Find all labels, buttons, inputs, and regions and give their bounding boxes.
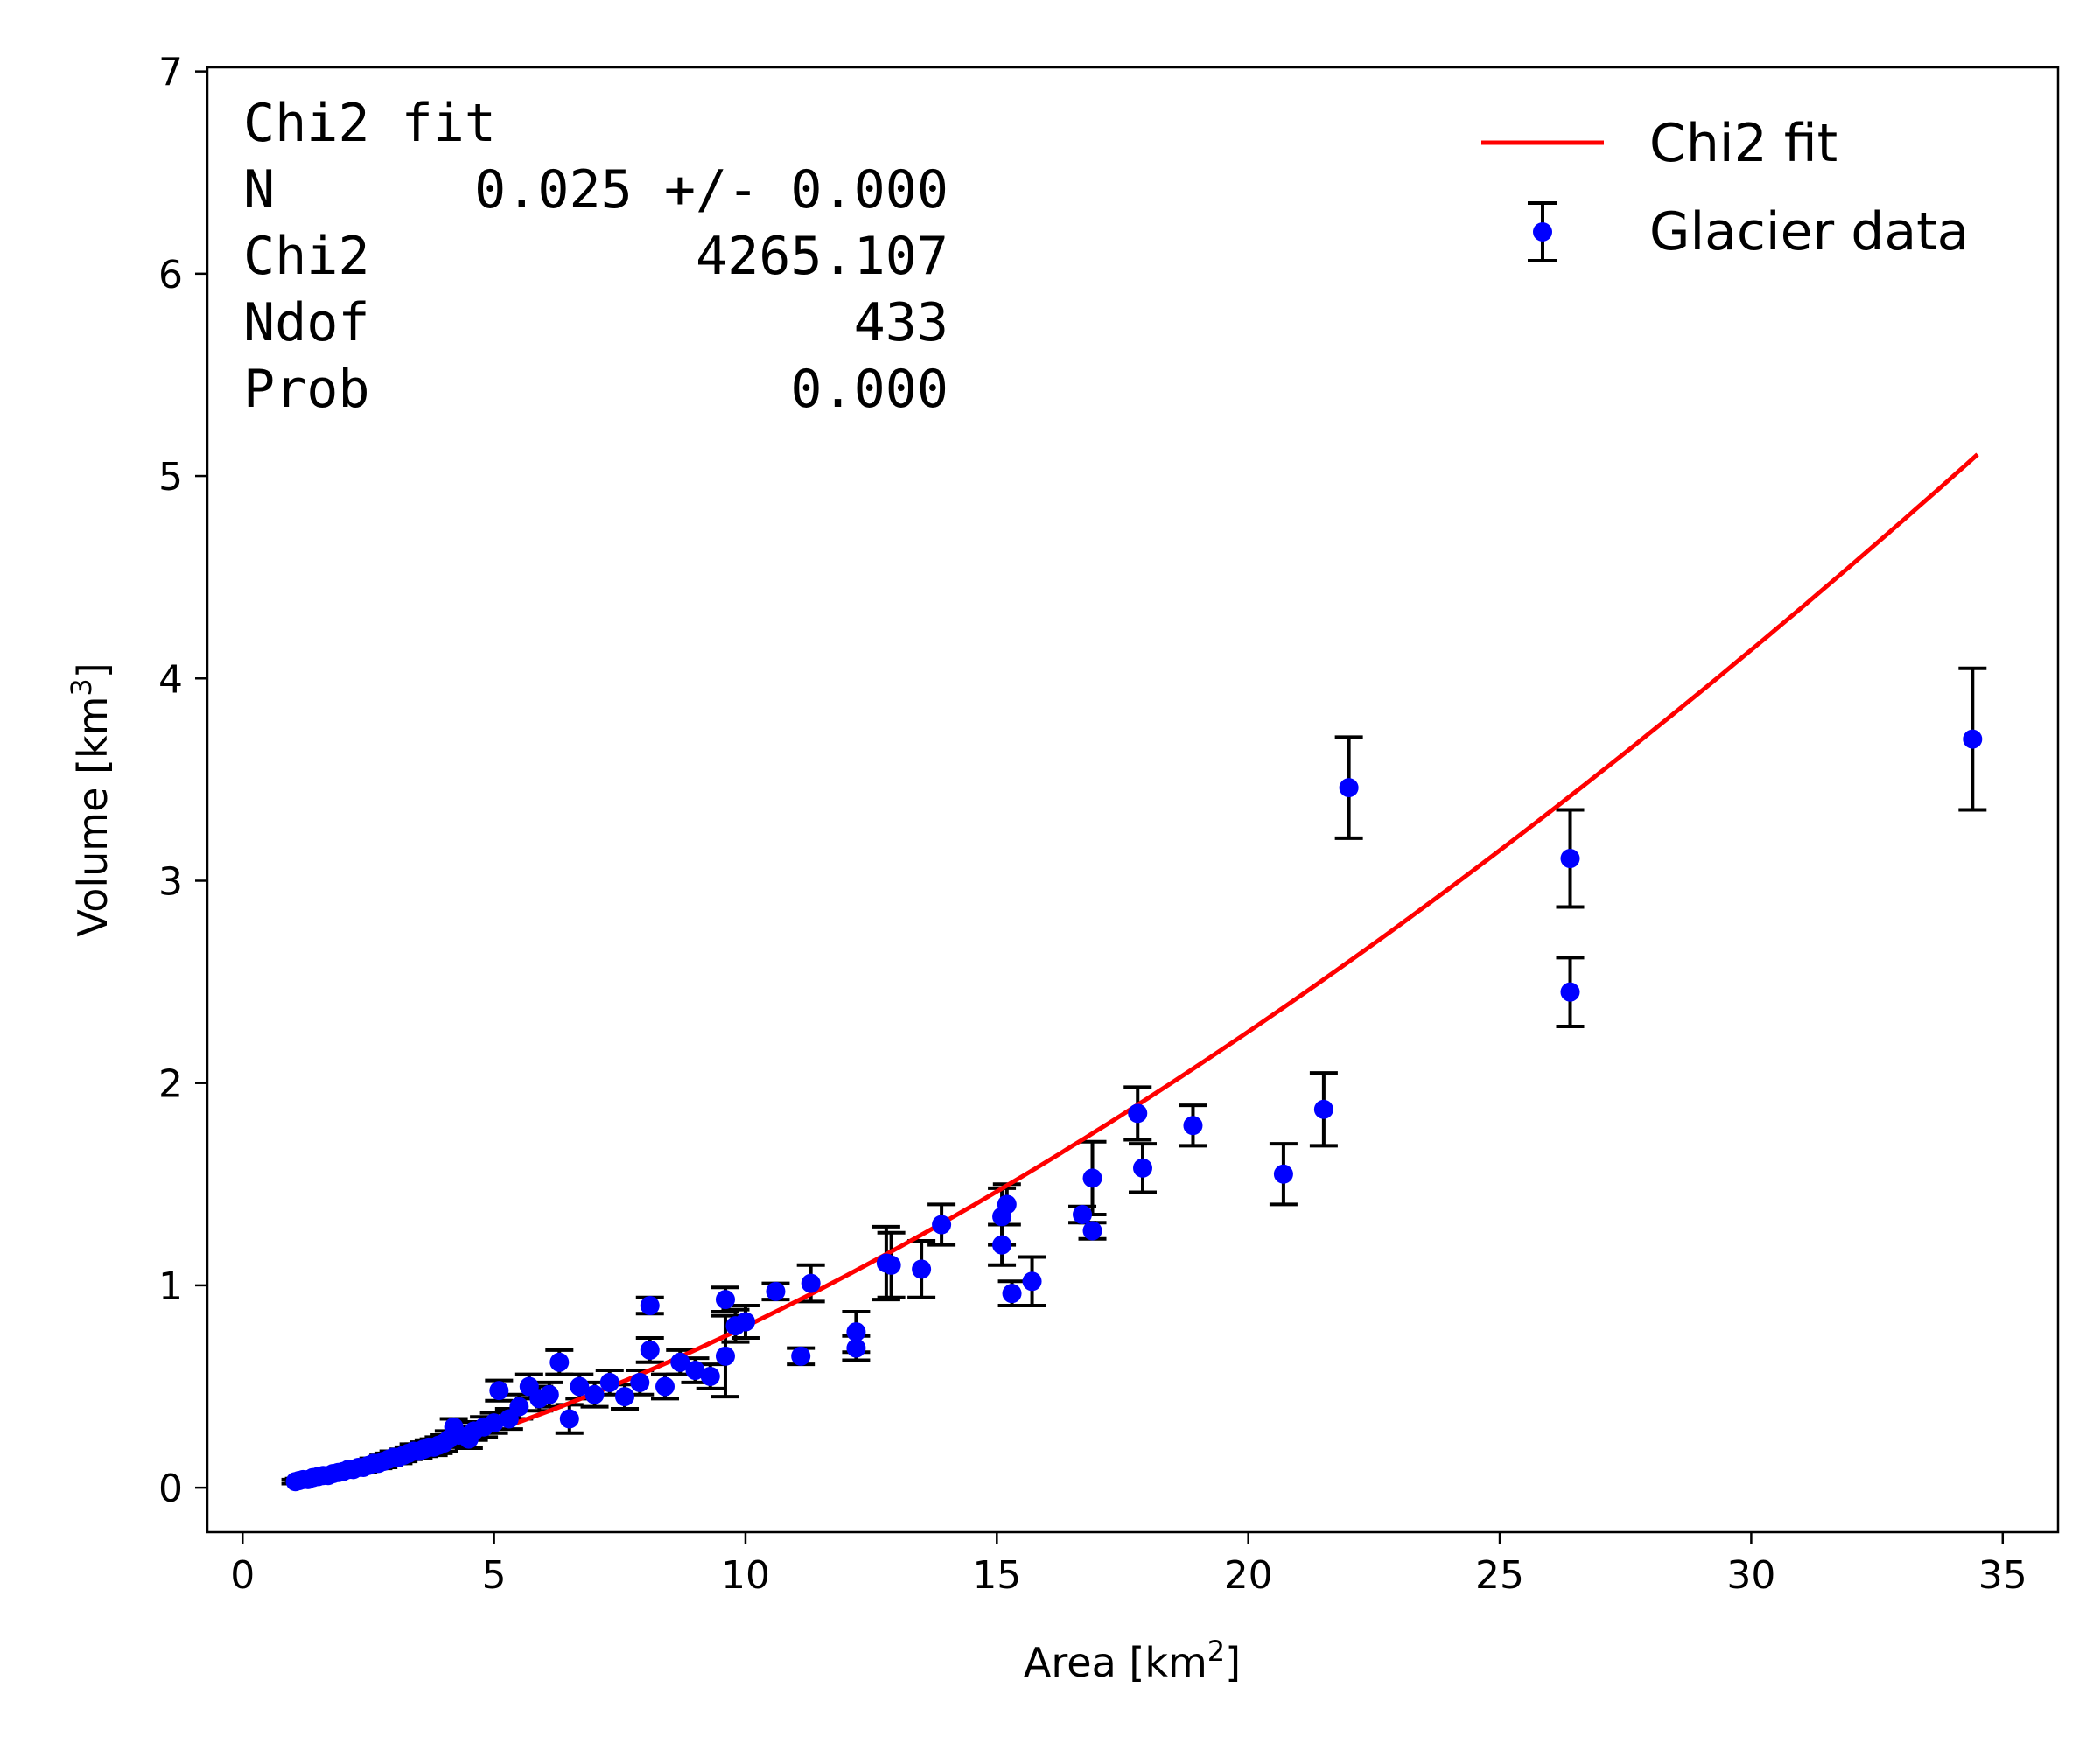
- fit-row-value: 0.025 +/- 0.000: [474, 159, 948, 220]
- y-tick-label: 5: [158, 455, 183, 500]
- data-point: [715, 1346, 735, 1366]
- x-tick-label: 25: [1475, 1553, 1524, 1598]
- plot-frame: [206, 66, 2060, 1534]
- data-point: [584, 1384, 605, 1404]
- data-point: [912, 1259, 932, 1279]
- data-point: [484, 1413, 504, 1433]
- fit-row-value: 0.000: [790, 359, 948, 420]
- data-point: [685, 1361, 705, 1381]
- fit-row-value: 4265.107: [696, 226, 948, 287]
- data-point: [992, 1235, 1012, 1255]
- data-point: [1339, 778, 1359, 798]
- y-tick-label: 2: [158, 1062, 183, 1107]
- fit-row-label: Chi2: [243, 226, 370, 287]
- data-point: [700, 1366, 720, 1386]
- x-tick-label: 10: [721, 1553, 770, 1598]
- y-tick-label: 1: [158, 1264, 183, 1309]
- fit-row-label: Ndof: [243, 292, 370, 354]
- data-point: [1313, 1099, 1334, 1119]
- data-point: [1073, 1204, 1093, 1224]
- plot-data: [281, 452, 1987, 1492]
- fit-title: Chi2 fit: [243, 93, 496, 154]
- data-point: [655, 1376, 676, 1396]
- legend-label-fit: Chi2 fit: [1649, 113, 1838, 174]
- fit-results-box: Chi2 fit N 0.025 +/- 0.000 Chi2 4265.107…: [243, 93, 948, 420]
- y-tick-label: 3: [158, 859, 183, 904]
- data-point: [550, 1352, 570, 1372]
- data-point: [791, 1346, 811, 1366]
- x-tick-label: 15: [972, 1553, 1021, 1598]
- data-point: [1002, 1284, 1022, 1304]
- data-point: [1273, 1164, 1293, 1184]
- fit-row-label: N: [243, 159, 275, 220]
- data-point: [1183, 1116, 1203, 1136]
- data-point: [735, 1312, 755, 1332]
- data-point: [846, 1338, 866, 1358]
- data-point: [1082, 1168, 1102, 1188]
- x-tick-label: 0: [230, 1553, 255, 1598]
- fit-row-value: 433: [854, 292, 948, 354]
- y-tick-label: 0: [158, 1466, 183, 1511]
- data-point: [1022, 1271, 1042, 1292]
- data-point: [1560, 849, 1580, 869]
- data-point: [539, 1384, 559, 1404]
- data-point: [509, 1396, 529, 1417]
- data-point: [640, 1340, 660, 1360]
- data-point: [846, 1322, 866, 1342]
- data-point: [559, 1409, 579, 1429]
- data-point: [1082, 1221, 1102, 1241]
- legend-label-data: Glacier data: [1649, 201, 1969, 262]
- y-tick-label: 7: [158, 51, 183, 95]
- x-axis: 0 5 10 15 20 25 30 35: [230, 1532, 2027, 1598]
- fit-row-label: Prob: [243, 359, 370, 420]
- data-point: [670, 1352, 690, 1372]
- y-axis: 0 1 2 3 4 5 6 7: [158, 51, 207, 1511]
- legend-errorbar-swatch: [1528, 201, 1558, 262]
- x-tick-label: 35: [1978, 1553, 2027, 1598]
- data-point: [630, 1372, 650, 1392]
- data-point: [570, 1376, 590, 1396]
- x-axis-label: Area [km2]: [1024, 1634, 1241, 1686]
- y-axis-label: Volume [km3]: [65, 662, 116, 936]
- data-points: [285, 729, 1983, 1492]
- data-point: [997, 1194, 1017, 1214]
- x-tick-label: 30: [1726, 1553, 1775, 1598]
- data-point: [715, 1290, 735, 1310]
- data-point: [489, 1381, 509, 1401]
- data-point: [615, 1387, 635, 1407]
- data-point: [766, 1281, 786, 1301]
- data-point: [640, 1296, 660, 1316]
- y-tick-label: 4: [158, 657, 183, 702]
- data-point: [1963, 729, 1983, 749]
- data-point: [1560, 982, 1580, 1002]
- data-point: [932, 1214, 952, 1235]
- data-point: [1132, 1158, 1152, 1178]
- legend: Chi2 fit Glacier data: [1481, 113, 1969, 262]
- x-tick-label: 5: [482, 1553, 507, 1598]
- y-tick-label: 6: [158, 253, 183, 298]
- data-point: [1128, 1103, 1148, 1124]
- x-tick-label: 20: [1224, 1553, 1273, 1598]
- data-point: [881, 1255, 901, 1275]
- data-point: [599, 1372, 620, 1392]
- data-point: [801, 1273, 821, 1293]
